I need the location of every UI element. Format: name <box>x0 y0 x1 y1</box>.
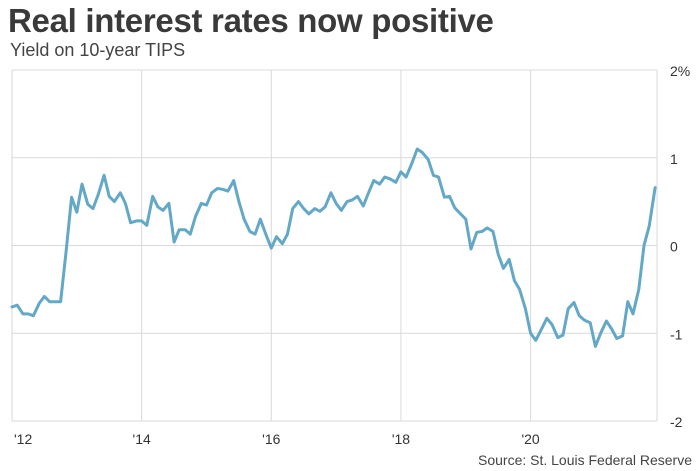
tips-yield-line <box>10 147 657 348</box>
y-tick-label: 2% <box>670 63 690 79</box>
chart-title: Real interest rates now positive <box>8 2 494 39</box>
x-tick-label: '12 <box>14 431 32 447</box>
x-tick-label: '20 <box>521 431 539 447</box>
x-tick-label: '18 <box>392 431 410 447</box>
y-tick-label: -1 <box>670 326 683 342</box>
y-tick-label: 0 <box>670 239 678 255</box>
y-tick-label: 1 <box>670 151 678 167</box>
source-note: Source: St. Louis Federal Reserve <box>478 452 692 468</box>
chart-subtitle: Yield on 10-year TIPS <box>10 40 186 60</box>
x-tick-label: '14 <box>133 431 151 447</box>
y-tick-label: -2 <box>670 414 683 430</box>
x-tick-label: '16 <box>262 431 280 447</box>
